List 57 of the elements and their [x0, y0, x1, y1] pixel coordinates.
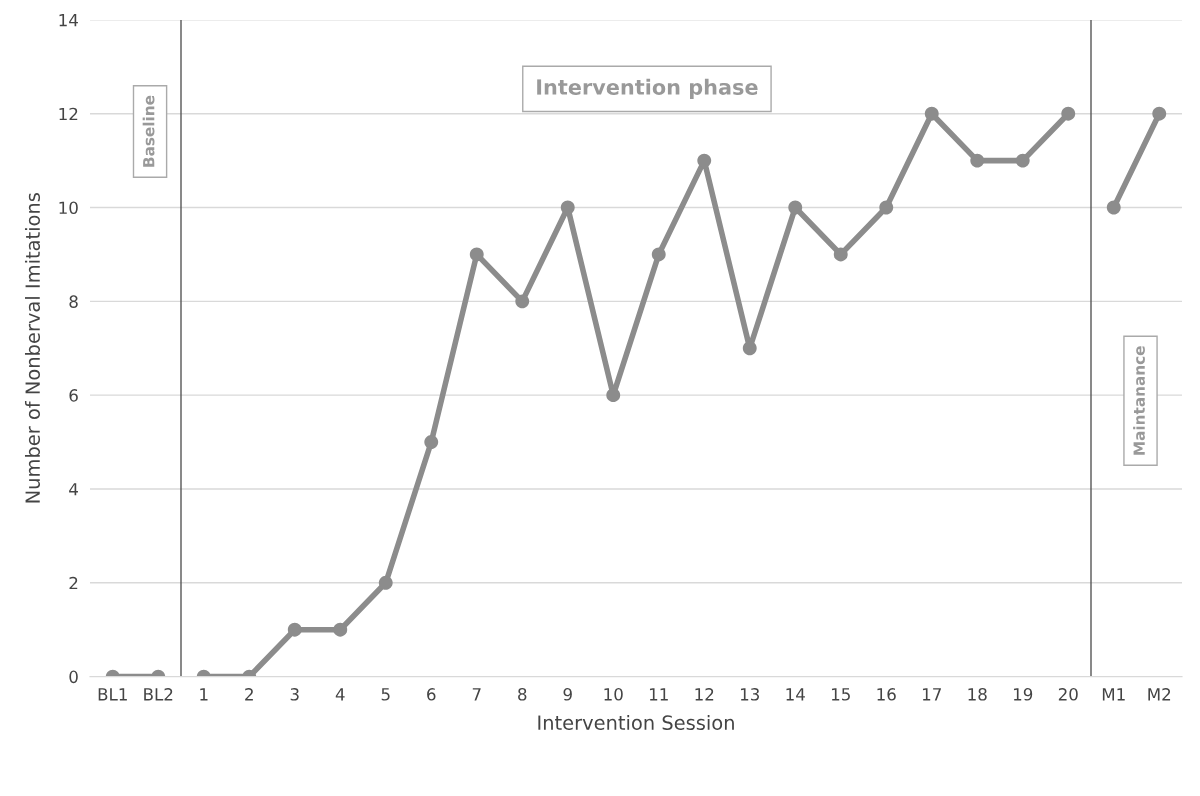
- point: [1152, 106, 1167, 121]
- point: [424, 435, 439, 450]
- x-tick-label: 2: [245, 688, 253, 701]
- point: [606, 388, 621, 403]
- x-tick-label: 4: [335, 688, 345, 701]
- point: [697, 153, 712, 168]
- point: [333, 622, 348, 637]
- point: [1061, 106, 1076, 121]
- point: [560, 200, 575, 215]
- point: [788, 200, 803, 215]
- x-tick-label: 1: [200, 688, 208, 701]
- x-tick-label: 12: [695, 688, 714, 701]
- x-tick-label: 7: [472, 688, 481, 701]
- x-tick-label: 14: [786, 688, 805, 701]
- x-tick-label: BL2: [144, 688, 173, 701]
- annotation: Maintanance: [1133, 346, 1145, 455]
- y-tick-label: 6: [69, 389, 78, 402]
- point: [469, 247, 484, 262]
- point: [742, 341, 757, 356]
- y-tick-label: 0: [69, 670, 78, 684]
- x-tick-label: M1: [1102, 688, 1125, 701]
- x-axis-title: Intervention Session: [538, 714, 734, 730]
- x-tick-label: 16: [877, 688, 896, 701]
- x-tick-label: M2: [1148, 688, 1171, 701]
- x-tick-label: 18: [968, 688, 987, 701]
- y-tick-label: 4: [69, 483, 78, 496]
- x-tick-label: 9: [563, 688, 572, 701]
- point: [1015, 153, 1030, 168]
- point: [924, 106, 939, 121]
- point: [833, 247, 848, 262]
- x-tick-label: 15: [831, 688, 850, 701]
- x-tick-label: 19: [1013, 688, 1033, 701]
- x-tick-label: 8: [518, 688, 527, 701]
- point: [287, 622, 302, 637]
- annotation: Intervention phase: [537, 78, 758, 99]
- x-tick-label: 6: [427, 688, 436, 701]
- point: [1106, 200, 1121, 215]
- x-tick-label: 5: [381, 688, 390, 701]
- y-tick-label: 12: [59, 107, 78, 121]
- x-tick-label: 17: [922, 688, 941, 701]
- point: [970, 153, 985, 168]
- point: [378, 575, 393, 590]
- point: [651, 247, 666, 262]
- x-tick-label: 20: [1058, 688, 1078, 701]
- x-tick-label: 11: [649, 688, 668, 701]
- x-tick-label: 3: [290, 688, 299, 701]
- y-tick-label: 14: [59, 14, 78, 27]
- y-axis-title: Number of Nonberval Imitations: [24, 193, 41, 503]
- y-tick-label: 2: [69, 576, 78, 590]
- point: [515, 294, 530, 309]
- y-tick-label: 10: [59, 201, 78, 215]
- x-tick-label: 10: [604, 688, 623, 701]
- x-tick-label: 13: [740, 688, 760, 701]
- x-tick-label: BL1: [98, 688, 127, 701]
- y-tick-label: 8: [69, 295, 78, 308]
- annotation: Baseline: [142, 95, 155, 167]
- point: [879, 200, 894, 215]
